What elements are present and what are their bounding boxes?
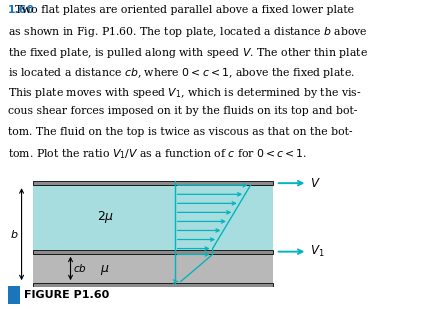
Text: 1.60: 1.60 (8, 5, 35, 15)
Text: FIGURE P1.60: FIGURE P1.60 (24, 290, 109, 300)
Bar (33, 185, 273, 250)
Text: This plate moves with speed $V_1$, which is determined by the vis-: This plate moves with speed $V_1$, which… (8, 86, 361, 100)
Bar (33, 181, 273, 185)
Text: tom. The fluid on the top is twice as viscous as that on the bot-: tom. The fluid on the top is twice as vi… (8, 127, 352, 137)
Bar (33, 283, 273, 287)
Text: $2\mu$: $2\mu$ (96, 210, 114, 225)
Text: $b$: $b$ (10, 228, 19, 240)
Bar (33, 250, 273, 254)
Text: $cb$: $cb$ (73, 262, 87, 274)
Text: the fixed plate, is pulled along with speed $V$. The other thin plate: the fixed plate, is pulled along with sp… (8, 46, 368, 60)
Text: as shown in Fig. P1.60. The top plate, located a distance $b$ above: as shown in Fig. P1.60. The top plate, l… (8, 25, 368, 40)
Text: tom. Plot the ratio $V_1/V$ as a function of $c$ for $0 < c < 1$.: tom. Plot the ratio $V_1/V$ as a functio… (8, 147, 307, 161)
Text: cous shear forces imposed on it by the fluids on its top and bot-: cous shear forces imposed on it by the f… (8, 106, 357, 116)
Text: $\mu$: $\mu$ (101, 263, 110, 277)
Text: $V$: $V$ (310, 177, 320, 190)
Text: Two flat plates are oriented parallel above a fixed lower plate: Two flat plates are oriented parallel ab… (8, 5, 354, 15)
Text: $V_1$: $V_1$ (310, 244, 324, 259)
Bar (8, 286, 20, 304)
Bar (33, 254, 273, 283)
Text: is located a distance $cb$, where $0 < c < 1$, above the fixed plate.: is located a distance $cb$, where $0 < c… (8, 66, 354, 80)
